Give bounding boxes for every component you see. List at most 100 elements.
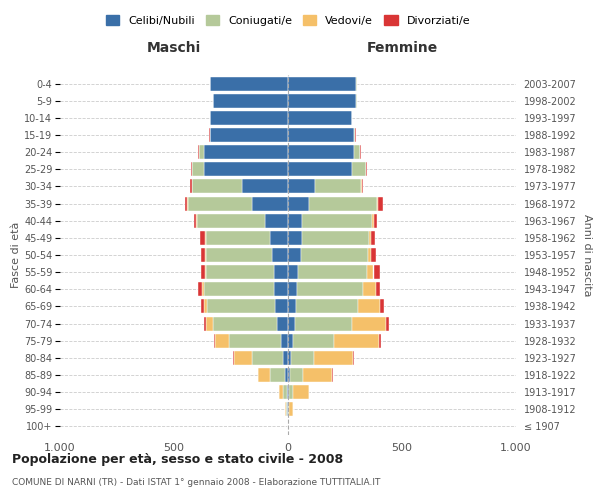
Bar: [198, 282, 202, 296]
Bar: [371, 231, 376, 245]
Bar: [206, 248, 272, 262]
Bar: [203, 162, 288, 176]
Bar: [251, 351, 283, 365]
Bar: [211, 76, 288, 90]
Bar: [287, 402, 288, 416]
Bar: [288, 111, 352, 125]
Bar: [288, 385, 289, 399]
Bar: [283, 385, 287, 399]
Bar: [229, 334, 281, 347]
Bar: [288, 162, 352, 176]
Bar: [293, 385, 308, 399]
Bar: [214, 334, 215, 347]
Bar: [270, 368, 284, 382]
Bar: [200, 231, 205, 245]
Bar: [373, 265, 380, 279]
Bar: [194, 214, 196, 228]
Bar: [270, 231, 288, 245]
Bar: [192, 162, 203, 176]
Bar: [285, 402, 286, 416]
Bar: [303, 368, 332, 382]
Bar: [354, 145, 360, 159]
Bar: [203, 282, 274, 296]
Bar: [279, 385, 283, 399]
Bar: [213, 316, 277, 330]
Bar: [274, 265, 288, 279]
Bar: [206, 231, 270, 245]
Bar: [197, 214, 265, 228]
Bar: [185, 196, 187, 210]
Bar: [288, 128, 354, 142]
Bar: [199, 145, 203, 159]
Bar: [277, 316, 288, 330]
Bar: [334, 334, 379, 347]
Bar: [352, 316, 386, 330]
Bar: [290, 368, 303, 382]
Bar: [288, 316, 295, 330]
Legend: Celibi/Nubili, Coniugati/e, Vedovi/e, Divorziati/e: Celibi/Nubili, Coniugati/e, Vedovi/e, Di…: [103, 12, 473, 29]
Bar: [314, 351, 353, 365]
Bar: [380, 300, 384, 314]
Bar: [352, 162, 365, 176]
Bar: [301, 248, 368, 262]
Bar: [308, 196, 377, 210]
Bar: [289, 385, 293, 399]
Bar: [368, 248, 371, 262]
Bar: [288, 94, 356, 108]
Bar: [213, 94, 288, 108]
Y-axis label: Anni di nascita: Anni di nascita: [582, 214, 592, 296]
Bar: [297, 282, 363, 296]
Bar: [288, 334, 293, 347]
Bar: [353, 351, 354, 365]
Bar: [367, 265, 373, 279]
Bar: [202, 282, 203, 296]
Bar: [289, 402, 293, 416]
Bar: [201, 300, 203, 314]
Bar: [288, 351, 292, 365]
Bar: [242, 180, 288, 194]
Bar: [288, 300, 296, 314]
Bar: [275, 300, 288, 314]
Bar: [288, 265, 298, 279]
Bar: [211, 111, 288, 125]
Bar: [265, 214, 288, 228]
Bar: [316, 180, 361, 194]
Bar: [211, 128, 288, 142]
Bar: [215, 334, 229, 347]
Bar: [295, 316, 352, 330]
Bar: [386, 316, 389, 330]
Bar: [203, 145, 288, 159]
Bar: [259, 368, 270, 382]
Bar: [288, 76, 356, 90]
Bar: [190, 180, 192, 194]
Bar: [200, 265, 205, 279]
Bar: [366, 162, 367, 176]
Bar: [296, 300, 358, 314]
Bar: [284, 368, 288, 382]
Bar: [377, 196, 383, 210]
Bar: [207, 300, 275, 314]
Bar: [191, 162, 192, 176]
Bar: [358, 300, 380, 314]
Bar: [272, 248, 288, 262]
Text: Popolazione per età, sesso e stato civile - 2008: Popolazione per età, sesso e stato civil…: [12, 452, 343, 466]
Bar: [288, 145, 354, 159]
Bar: [233, 351, 235, 365]
Bar: [362, 180, 363, 194]
Bar: [293, 334, 334, 347]
Bar: [354, 128, 355, 142]
Y-axis label: Fasce di età: Fasce di età: [11, 222, 21, 288]
Text: Femmine: Femmine: [367, 41, 437, 55]
Bar: [203, 300, 207, 314]
Bar: [376, 282, 380, 296]
Bar: [363, 282, 376, 296]
Bar: [288, 282, 297, 296]
Bar: [206, 316, 213, 330]
Bar: [274, 282, 288, 296]
Bar: [371, 248, 376, 262]
Bar: [203, 316, 206, 330]
Bar: [188, 196, 251, 210]
Bar: [379, 334, 381, 347]
Bar: [206, 265, 274, 279]
Bar: [361, 180, 362, 194]
